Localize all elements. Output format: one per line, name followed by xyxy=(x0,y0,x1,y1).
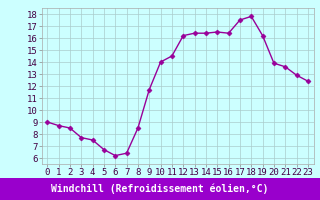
Text: Windchill (Refroidissement éolien,°C): Windchill (Refroidissement éolien,°C) xyxy=(51,184,269,194)
